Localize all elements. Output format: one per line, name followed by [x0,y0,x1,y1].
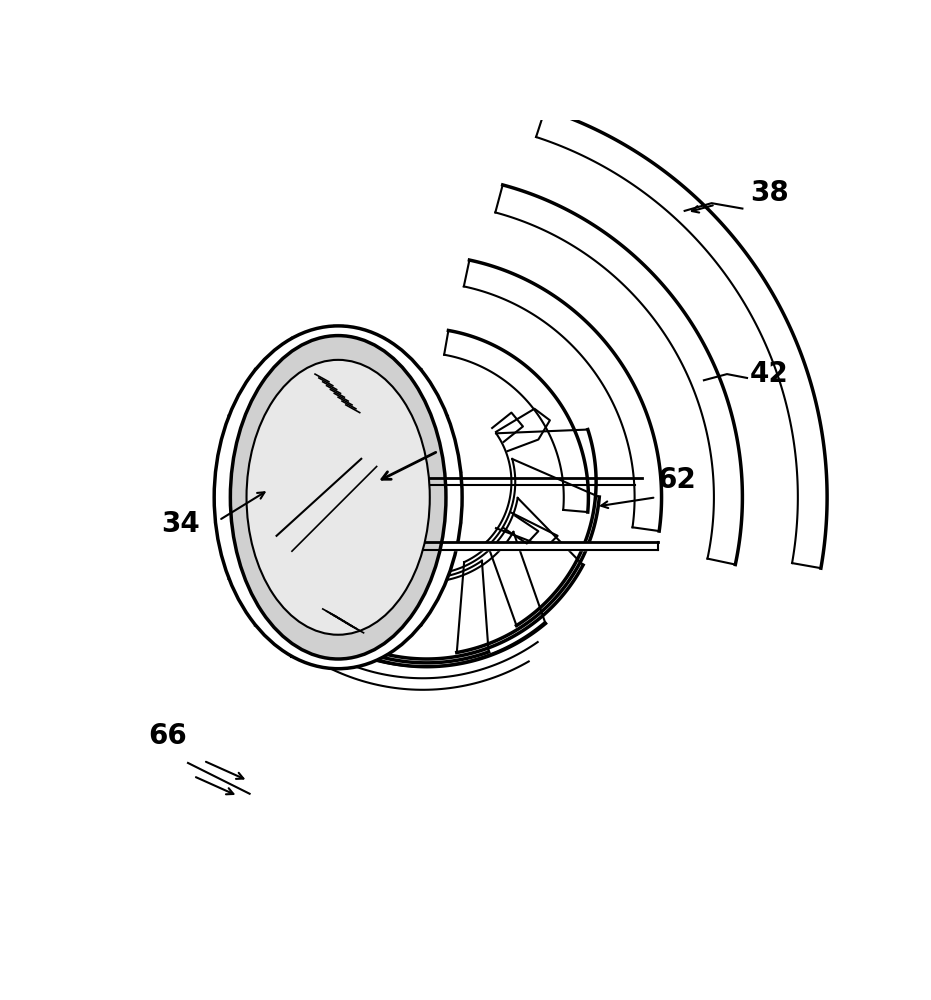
Ellipse shape [247,360,430,635]
Ellipse shape [230,336,446,659]
Text: 42: 42 [750,360,789,388]
Text: 34: 34 [161,510,200,538]
Text: 66: 66 [148,722,187,750]
Ellipse shape [214,326,462,669]
Text: 62: 62 [657,466,696,494]
Text: 38: 38 [750,179,789,207]
